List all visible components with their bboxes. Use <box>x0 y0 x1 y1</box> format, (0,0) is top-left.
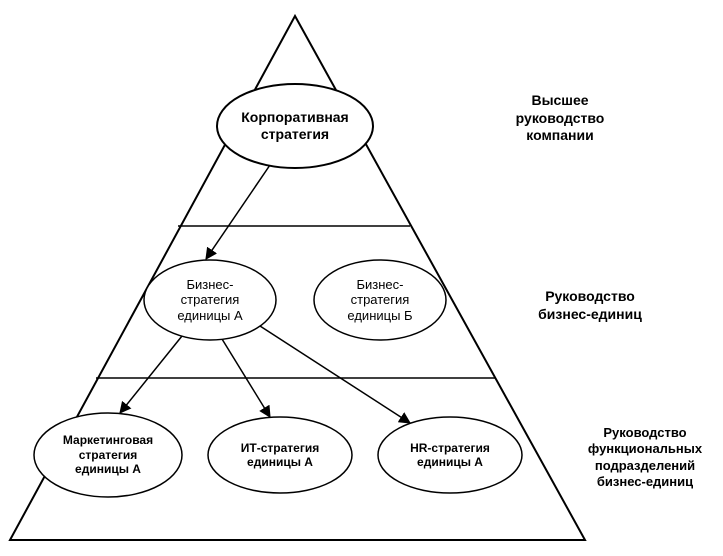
node-label-itA: ИТ-стратегияединицы А <box>208 417 352 493</box>
node-label-buA: Бизнес-стратегияединицы А <box>144 260 276 340</box>
level-label-lvl2: Руководствобизнес-единиц <box>500 288 680 323</box>
node-label-buB: Бизнес-стратегияединицы Б <box>314 260 446 340</box>
node-label-corp: Корпоративнаястратегия <box>217 84 373 168</box>
edge-buA-mktA <box>120 336 182 413</box>
level-label-lvl3: Руководствофункциональныхподразделенийби… <box>565 425 723 490</box>
node-label-mktA: Маркетинговаястратегияединицы А <box>34 413 182 497</box>
edge-buA-hrA <box>260 326 410 423</box>
level-label-lvl1: Высшееруководствокомпании <box>470 92 650 145</box>
edge-corp-buA <box>206 165 270 259</box>
node-label-hrA: HR-стратегияединицы А <box>378 417 522 493</box>
